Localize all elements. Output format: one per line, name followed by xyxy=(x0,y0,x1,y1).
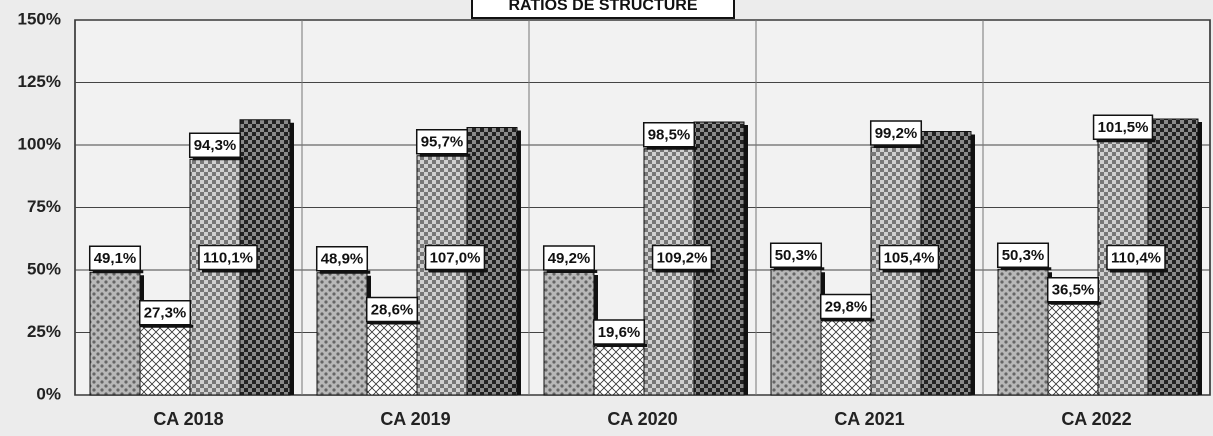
value-label-box xyxy=(315,246,369,272)
value-label-shadow xyxy=(1000,267,1052,271)
value-label-box xyxy=(642,122,696,148)
value-label-text: 110,4% xyxy=(1111,249,1161,266)
value-label-box xyxy=(88,245,142,271)
x-tick-label: CA 2021 xyxy=(834,409,904,429)
value-label: 105,4% xyxy=(878,244,942,273)
y-tick-label: 75% xyxy=(27,197,61,216)
value-label-text: 105,4% xyxy=(884,249,935,266)
value-label-text: 107,0% xyxy=(430,249,481,266)
value-label-shadow xyxy=(882,269,942,273)
value-label-shadow xyxy=(1096,139,1156,143)
y-tick-label: 25% xyxy=(27,322,61,341)
value-label-shadow xyxy=(773,267,825,271)
value-label-shadow xyxy=(1050,301,1102,305)
title-box xyxy=(471,0,735,19)
value-label: 107,0% xyxy=(424,244,488,273)
value-label-shadow xyxy=(646,146,698,150)
value-label-text: 48,9% xyxy=(321,251,364,268)
y-tick-label: 100% xyxy=(18,134,61,153)
y-tick-label: 125% xyxy=(18,72,61,91)
value-label-shadow xyxy=(92,270,144,274)
value-label-box xyxy=(1106,244,1166,271)
value-label-text: 36,5% xyxy=(1052,282,1095,299)
value-label-shadow xyxy=(369,321,421,325)
value-label-text: 49,2% xyxy=(548,250,591,267)
value-label: 50,3% xyxy=(996,242,1052,271)
value-label: 49,2% xyxy=(542,245,598,273)
value-label-box xyxy=(996,242,1050,268)
value-label: 48,9% xyxy=(315,246,371,274)
value-label: 29,8% xyxy=(819,293,875,322)
value-label-text: 109,2% xyxy=(657,249,708,266)
bar xyxy=(997,268,1049,396)
value-label: 98,5% xyxy=(642,122,698,150)
value-label: 50,3% xyxy=(769,242,825,271)
value-label-shadow xyxy=(1109,269,1169,273)
value-label-text: 110,1% xyxy=(203,249,253,266)
value-label-shadow xyxy=(428,269,488,273)
value-label-text: 94,3% xyxy=(194,137,237,154)
value-label-shadow xyxy=(192,157,244,161)
value-label: 28,6% xyxy=(365,296,421,325)
value-label-shadow xyxy=(419,153,471,157)
bar xyxy=(89,271,141,396)
bar xyxy=(1047,303,1099,396)
value-label-shadow xyxy=(823,318,875,322)
bar xyxy=(770,268,822,396)
value-label-text: 50,3% xyxy=(775,247,818,264)
bar xyxy=(543,271,595,396)
bar xyxy=(139,326,191,396)
value-label: 109,2% xyxy=(651,244,715,273)
value-label: 49,1% xyxy=(88,245,144,274)
bar xyxy=(820,320,872,396)
value-label-box xyxy=(769,242,823,268)
value-label-shadow xyxy=(873,145,925,148)
value-label-text: 99,2% xyxy=(875,125,918,142)
value-label-shadow xyxy=(546,270,598,273)
value-label-shadow xyxy=(655,269,715,273)
value-label-box xyxy=(198,244,258,271)
value-label-shadow xyxy=(142,324,194,328)
value-label: 27,3% xyxy=(138,300,194,328)
value-label: 94,3% xyxy=(188,132,244,161)
bar xyxy=(593,345,645,396)
value-label: 99,2% xyxy=(869,120,925,148)
value-label-shadow xyxy=(596,344,648,347)
y-tick-label: 0% xyxy=(36,384,61,403)
value-label-box xyxy=(415,129,469,155)
y-tick-label: 150% xyxy=(18,9,61,28)
x-tick-label: CA 2019 xyxy=(380,409,450,429)
bar xyxy=(366,323,418,396)
value-label-shadow xyxy=(319,270,371,274)
value-label-text: 28,6% xyxy=(371,301,414,318)
value-label-text: 49,1% xyxy=(94,250,137,267)
value-label: 101,5% xyxy=(1092,114,1156,143)
value-label-text: 29,8% xyxy=(825,298,868,315)
value-label-shadow xyxy=(201,269,261,273)
chart-title: RATIOS DE STRUCTURE xyxy=(508,0,697,14)
x-tick-label: CA 2018 xyxy=(153,409,223,429)
value-label: 110,4% xyxy=(1106,244,1169,273)
y-tick-label: 50% xyxy=(27,259,61,278)
bar xyxy=(416,155,468,396)
bar xyxy=(189,158,241,396)
value-label-box xyxy=(1092,114,1154,140)
value-label: 36,5% xyxy=(1046,277,1102,305)
value-label: 19,6% xyxy=(592,319,648,347)
x-tick-label: CA 2020 xyxy=(607,409,677,429)
value-label-text: 98,5% xyxy=(648,127,691,144)
value-label-box xyxy=(188,132,242,158)
value-label-text: 19,6% xyxy=(598,324,641,341)
value-label: 110,1% xyxy=(198,244,261,273)
bar xyxy=(316,272,368,396)
x-tick-label: CA 2022 xyxy=(1061,409,1131,429)
value-label-text: 101,5% xyxy=(1098,119,1149,136)
value-label-box xyxy=(592,319,646,345)
value-label: 95,7% xyxy=(415,129,471,157)
value-label-text: 27,3% xyxy=(144,305,187,322)
value-label-text: 95,7% xyxy=(421,134,464,151)
value-label-text: 50,3% xyxy=(1002,247,1045,264)
